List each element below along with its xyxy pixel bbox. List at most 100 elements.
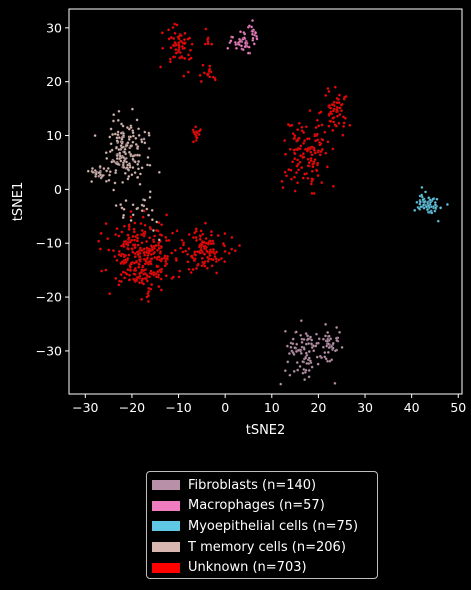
data-point [318, 354, 322, 358]
data-point [164, 257, 168, 261]
data-point [134, 136, 138, 140]
data-point [178, 51, 182, 54]
data-point [138, 281, 142, 285]
data-point [106, 166, 110, 170]
data-point [312, 160, 316, 164]
data-point [191, 128, 195, 132]
data-point [115, 139, 119, 143]
data-point [99, 173, 102, 177]
data-point [126, 163, 130, 167]
data-point [113, 181, 117, 185]
data-point [310, 153, 314, 157]
data-point [424, 190, 427, 194]
data-point [317, 124, 321, 128]
data-point [187, 267, 191, 271]
data-point [93, 134, 97, 138]
x-tick-label: −10 [165, 400, 191, 415]
data-point [301, 176, 305, 180]
data-point [123, 147, 127, 151]
data-point [303, 172, 307, 176]
data-point [251, 19, 254, 22]
data-point [125, 143, 129, 147]
data-point [202, 245, 206, 248]
data-point [427, 204, 431, 208]
data-point [140, 229, 144, 232]
data-point [206, 259, 210, 263]
data-point [91, 167, 94, 170]
data-point [143, 276, 147, 280]
data-point [125, 272, 129, 276]
data-point [315, 169, 319, 173]
data-point [194, 236, 198, 239]
data-point [125, 126, 129, 129]
data-point [122, 165, 126, 169]
data-point [153, 256, 157, 259]
data-point [315, 332, 318, 336]
data-point [131, 250, 135, 254]
data-point [149, 269, 153, 273]
data-point [289, 345, 293, 349]
data-point [137, 160, 141, 163]
data-point [137, 167, 140, 171]
data-point [307, 375, 311, 379]
data-point [187, 233, 191, 236]
data-point [199, 234, 202, 238]
data-point [174, 42, 178, 46]
data-point [148, 260, 152, 263]
data-point [132, 230, 136, 234]
data-point [288, 147, 292, 151]
data-point [131, 166, 135, 169]
data-point [145, 207, 149, 211]
data-point [121, 270, 125, 274]
data-point [145, 295, 149, 299]
data-point [329, 337, 333, 341]
data-point [130, 107, 134, 111]
data-point [114, 171, 118, 175]
data-point [120, 141, 124, 145]
data-point [159, 250, 162, 254]
data-point [230, 235, 234, 239]
data-point [206, 255, 210, 259]
data-point [141, 265, 145, 269]
data-point [223, 232, 227, 235]
x-tick-label: −20 [119, 400, 145, 415]
data-point [94, 172, 98, 176]
data-point [213, 255, 217, 259]
data-point [138, 248, 142, 252]
data-point [142, 251, 146, 255]
data-point [413, 208, 417, 212]
data-point [203, 221, 207, 225]
data-point [167, 238, 171, 242]
y-tick-label: −30 [36, 343, 62, 358]
data-point [117, 253, 121, 257]
data-point [240, 44, 243, 48]
data-point [125, 166, 129, 170]
data-point [186, 252, 190, 256]
data-point [189, 56, 193, 60]
data-point [138, 258, 141, 262]
data-point [124, 258, 127, 262]
data-point [137, 133, 141, 137]
data-point [134, 142, 138, 146]
data-point [93, 169, 97, 172]
data-point [343, 95, 347, 99]
data-point [334, 124, 338, 128]
data-point [436, 219, 440, 223]
data-point [293, 152, 297, 156]
data-point [223, 260, 227, 264]
data-point [415, 200, 419, 204]
data-point [131, 157, 135, 161]
legend-item: Unknown (n=703) [152, 557, 371, 578]
legend-swatch [152, 500, 180, 511]
data-point [129, 126, 133, 129]
data-point [310, 177, 314, 181]
data-point [153, 234, 157, 238]
x-axis-label: tSNE2 [246, 423, 286, 438]
data-point [124, 239, 128, 243]
series-4-points [97, 22, 352, 303]
data-point [422, 200, 426, 204]
data-point [250, 25, 254, 29]
data-point [186, 260, 190, 264]
data-point [251, 36, 255, 40]
data-point [114, 276, 118, 280]
